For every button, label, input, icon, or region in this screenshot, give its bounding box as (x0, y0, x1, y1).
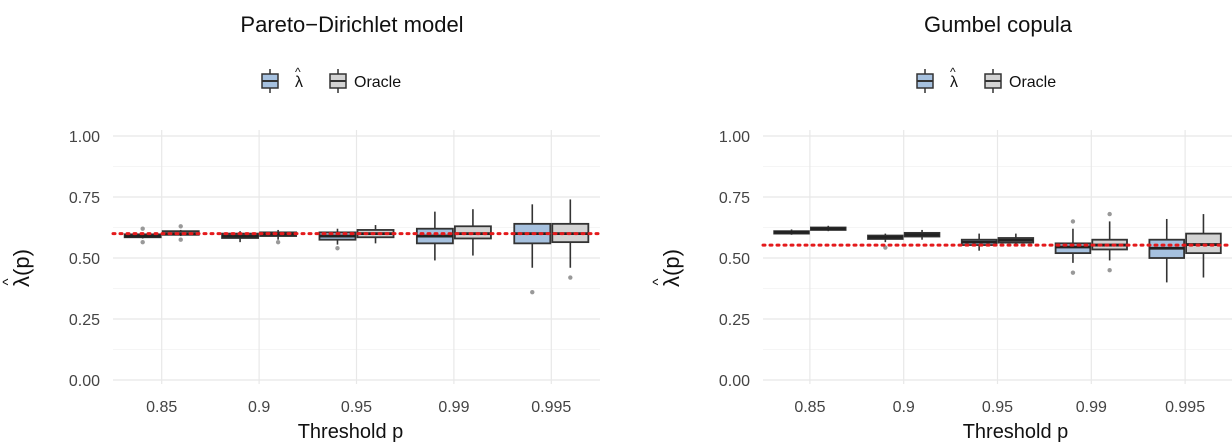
x-tick-label: 0.995 (531, 399, 571, 416)
x-tick-label: 0.9 (248, 399, 270, 416)
y-tick-label: 0.25 (69, 312, 100, 329)
y-axis-label: λ(p)^ (0, 249, 34, 287)
chart-panel-2: Gumbel copulaλ^Oracle0.000.250.500.751.0… (650, 12, 1232, 443)
box-oracle-5 (551, 199, 590, 280)
x-tick-label: 0.995 (1165, 399, 1205, 416)
grid (763, 130, 1232, 384)
outlier-point (335, 246, 340, 251)
legend-label-1: λ (950, 74, 958, 91)
x-tick-label: 0.85 (146, 399, 177, 416)
outlier-point (140, 239, 145, 245)
y-tick-label: 0.25 (719, 312, 750, 329)
y-tick-label: 0.50 (69, 251, 100, 268)
x-tick-label: 0.99 (438, 399, 469, 416)
x-axis-label: Threshold p (298, 421, 404, 442)
y-tick-label: 0.00 (719, 373, 750, 390)
y-tick-label: 0.00 (69, 373, 100, 390)
outlier-point (178, 224, 183, 229)
box-lambda-hat-5 (1148, 218, 1186, 283)
box-oracle-1 (810, 225, 847, 232)
x-tick-label: 0.95 (341, 399, 372, 416)
box-lambda-hat-4 (1054, 219, 1092, 275)
box-lambda-hat-2 (867, 233, 904, 250)
chart-title: Pareto−Dirichlet model (240, 12, 463, 37)
chart-panel-1: Pareto−Dirichlet modelλ^Oracle0.000.250.… (0, 12, 602, 443)
box-lambda-hat-3 (318, 228, 357, 251)
y-tick-label: 0.50 (719, 251, 750, 268)
outlier-point (1070, 270, 1076, 275)
box-oracle-3 (997, 233, 1035, 246)
legend-label-1-hat: ^ (295, 65, 301, 79)
legend: λ^ Oracle (916, 65, 1056, 93)
box-lambda-hat-1 (773, 229, 810, 235)
outlier-point (530, 289, 535, 295)
legend-key-2 (329, 69, 347, 93)
box-oracle-2 (259, 229, 298, 245)
chart-title: Gumbel copula (924, 12, 1073, 37)
y-axis-label: λ(p)^ (650, 249, 684, 287)
outlier-point (140, 226, 145, 231)
x-tick-label: 0.95 (982, 399, 1013, 416)
outlier-point (178, 237, 183, 242)
legend-label-2: Oracle (354, 74, 401, 91)
outlier-point (275, 239, 281, 245)
legend-key-1 (261, 69, 279, 93)
legend: λ^ Oracle (261, 65, 401, 93)
box-lambda-hat-5 (513, 204, 552, 295)
box-lambda-hat-3 (960, 233, 998, 251)
legend-key-1 (916, 69, 934, 93)
y-tick-label: 0.75 (69, 190, 100, 207)
y-tick-label: 0.75 (719, 190, 750, 207)
x-tick-label: 0.99 (1076, 399, 1107, 416)
legend-key-2 (984, 69, 1002, 93)
legend-label-2: Oracle (1009, 74, 1056, 91)
x-tick-label: 0.85 (794, 399, 825, 416)
box-oracle-2 (903, 229, 941, 240)
box-lambda-hat-1 (123, 226, 162, 245)
y-tick-label: 1.00 (719, 129, 750, 146)
outlier-point (1107, 268, 1112, 273)
x-axis-label: Threshold p (963, 421, 1069, 442)
outlier-point (1070, 219, 1076, 224)
legend-label-1-hat: ^ (950, 65, 956, 79)
y-axis-label-text: λ(p) (659, 249, 684, 287)
box-oracle-4 (1091, 211, 1128, 273)
grid (113, 130, 600, 384)
outlier-point (1107, 211, 1112, 217)
x-tick-label: 0.9 (893, 399, 915, 416)
outlier-point (568, 275, 573, 280)
y-tick-label: 1.00 (69, 129, 100, 146)
y-axis-label-text: λ(p) (9, 249, 34, 287)
y-axis-label-hat: ^ (0, 278, 17, 285)
legend-label-1: λ (295, 74, 303, 91)
box-lambda-hat-4 (415, 211, 454, 261)
y-axis-label-hat: ^ (650, 278, 667, 285)
